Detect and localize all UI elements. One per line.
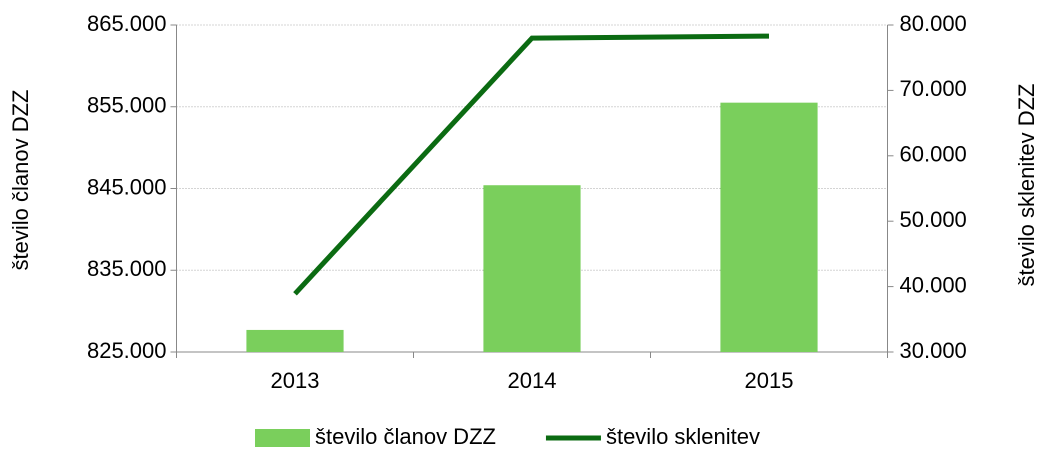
legend-label: število sklenitev xyxy=(606,424,760,449)
y2-tick-label: 50.000 xyxy=(900,207,967,232)
x-tick-label: 2014 xyxy=(508,368,557,393)
bar xyxy=(246,329,344,352)
y2-tick-label: 60.000 xyxy=(900,142,967,167)
legend-label: število članov DZZ xyxy=(315,424,496,449)
y-axis-label: število članov DZZ xyxy=(8,90,33,271)
y-tick-label: 825.000 xyxy=(87,338,167,363)
bar xyxy=(483,185,581,352)
y-tick-label: 855.000 xyxy=(87,93,167,118)
y-tick-label: 865.000 xyxy=(87,11,167,36)
y2-tick-label: 70.000 xyxy=(900,76,967,101)
y2-tick-label: 40.000 xyxy=(900,272,967,297)
y2-axis-label: število sklenitev DZZ xyxy=(1014,84,1039,287)
legend-swatch xyxy=(255,429,310,447)
y-tick-label: 845.000 xyxy=(87,174,167,199)
x-tick-label: 2015 xyxy=(745,368,794,393)
y-tick-label: 835.000 xyxy=(87,256,167,281)
y2-tick-label: 30.000 xyxy=(900,338,967,363)
line xyxy=(293,33,770,296)
x-tick-label: 2013 xyxy=(271,368,320,393)
y2-tick-label: 80.000 xyxy=(900,11,967,36)
bar xyxy=(720,102,818,352)
